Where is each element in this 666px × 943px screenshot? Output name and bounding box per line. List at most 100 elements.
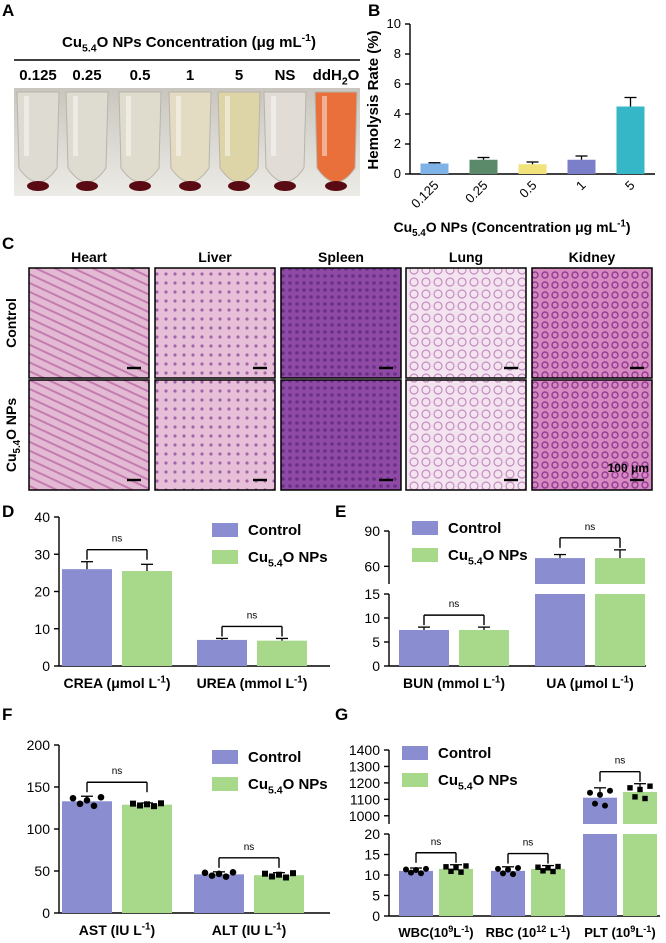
panel-b-x-tick-label: 0.125 [408,178,442,212]
tube-label: 0.25 [72,67,101,84]
text-part: -1 [294,674,303,685]
text-part: O NPs (Concentration μg mL [426,219,618,235]
tube-pellet [179,181,201,191]
tube [16,91,60,183]
panel-g-x-tick-label: RBC (1012 L-1) [486,924,571,940]
histology-tile [154,267,276,379]
panel-f-x-tick-label: AST (IU L-1) [79,921,155,938]
legend-swatch-np [212,550,238,564]
panel-d-bar-np [257,640,307,666]
panel-f-y-tick-label: 200 [27,737,51,753]
panel-g-data-point [500,870,506,877]
text-part: O NPs [283,776,328,793]
panel-g-bar-lower-control [583,834,617,916]
text-part: 12 [536,924,546,934]
ns-label: ns [523,838,534,849]
panel-g-data-point [453,864,459,871]
panel-f-data-point [151,803,157,810]
panel-g-bar-np [531,868,565,916]
text-part: 9 [630,924,635,934]
panel-b-x-tick-label: 5 [622,178,638,194]
panel-d-bar-np [122,571,172,666]
panel-g-data-point [540,868,546,874]
panel-b-y-tick-label: 4 [394,106,401,121]
panel-g-y-tick-label: 1400 [349,742,380,758]
panel-g-data-point [495,865,501,872]
text-part: 9 [448,924,453,934]
text-part: -1 [617,218,626,229]
histology-tile [531,379,653,491]
panel-g-data-point [632,794,638,800]
legend-label-np: Cu5.4O NPs [248,776,328,797]
panel-e-bar-upper-np [595,558,645,584]
panel-e-bar-lower-np [595,594,645,666]
legend-label-np: Cu5.4O NPs [248,549,328,570]
panel-b-y-tick-label: 0 [394,166,401,181]
histology-tile [531,267,653,379]
text-part: Cu [438,772,458,789]
panel-b-y-label: Hemolysis Rate (%) [365,30,382,169]
tube-highlight [73,96,78,156]
tube [118,91,162,183]
panel-g-data-point [448,868,454,875]
text-part: 5.4 [268,558,283,570]
ns-label: ns [112,534,123,545]
panel-f-data-point [262,870,268,877]
text-part: ALT (IU L [212,922,274,938]
panel-b-bar [469,159,498,174]
panel-letter-c: C [2,234,14,253]
panel-g-data-point [607,787,613,794]
histology-column-label: Spleen [318,249,364,265]
histology-tile [280,267,402,379]
histology-tile [154,379,276,491]
panel-g-data-point [423,865,429,872]
panel-g-data-point [418,870,424,877]
tube [263,91,307,183]
panel-letter-b: B [368,1,380,20]
text-part: Cu [62,34,82,51]
histology-tile [280,379,402,491]
panel-e-bar-lower-control [535,594,585,666]
ns-label: ns [244,842,255,853]
panel-e-bar-upper-control [535,558,585,584]
panel-d-x-tick-label: UREA (mmol L-1) [197,674,308,691]
panel-g-data-point [592,800,598,807]
scale-bar-label: 100 μm [608,461,649,475]
panel-e-y-tick-label: 60 [364,558,380,574]
panel-g-data-point [535,864,541,870]
panel-b-x-tick-label: 0.5 [516,178,539,201]
panel-g-data-point [545,865,551,871]
text-part: UREA (mmol L [197,675,295,691]
panel-e-x-tick-label: UA (μmol L-1) [546,674,634,691]
panel-g-bar-control [399,870,433,916]
panel-g-data-point [413,867,419,874]
panel-g-y-tick-label: 15 [364,847,380,863]
panel-b-bar [567,159,596,174]
histology-column-label: Kidney [569,249,616,265]
panel-f-data-point [229,869,237,876]
text-part: ) [626,219,631,235]
panel-b-bar [518,164,547,174]
panel-e-y-tick-label: 5 [372,634,380,650]
text-part: O NPs Concentration (μg mL [97,34,302,51]
panel-e-y-tick-label: 10 [364,610,380,626]
text-part: 5.4 [458,781,473,793]
panel-f-data-point [222,873,230,880]
ns-label: ns [431,837,442,848]
text-part: 5.4 [412,228,426,239]
panel-g-bar-np [439,868,473,916]
tube [314,91,358,183]
text-part: ) [303,675,308,691]
panel-g-y-tick-label: 1200 [349,775,380,791]
histology-tile [28,267,150,379]
legend-label-np: Cu5.4O NPs [438,772,518,793]
histology-column-label: Liver [198,249,232,265]
panel-f-y-tick-label: 100 [27,821,51,837]
panel-f-y-tick-label: 0 [42,905,50,921]
panel-b-bar [420,163,449,174]
panel-f-data-point [97,793,105,801]
panel-e-bar-control [399,630,449,666]
panel-g-bar-upper-np [623,791,657,824]
panel-g-data-point [555,863,561,870]
panel-e-y-tick-label: 90 [364,523,380,539]
